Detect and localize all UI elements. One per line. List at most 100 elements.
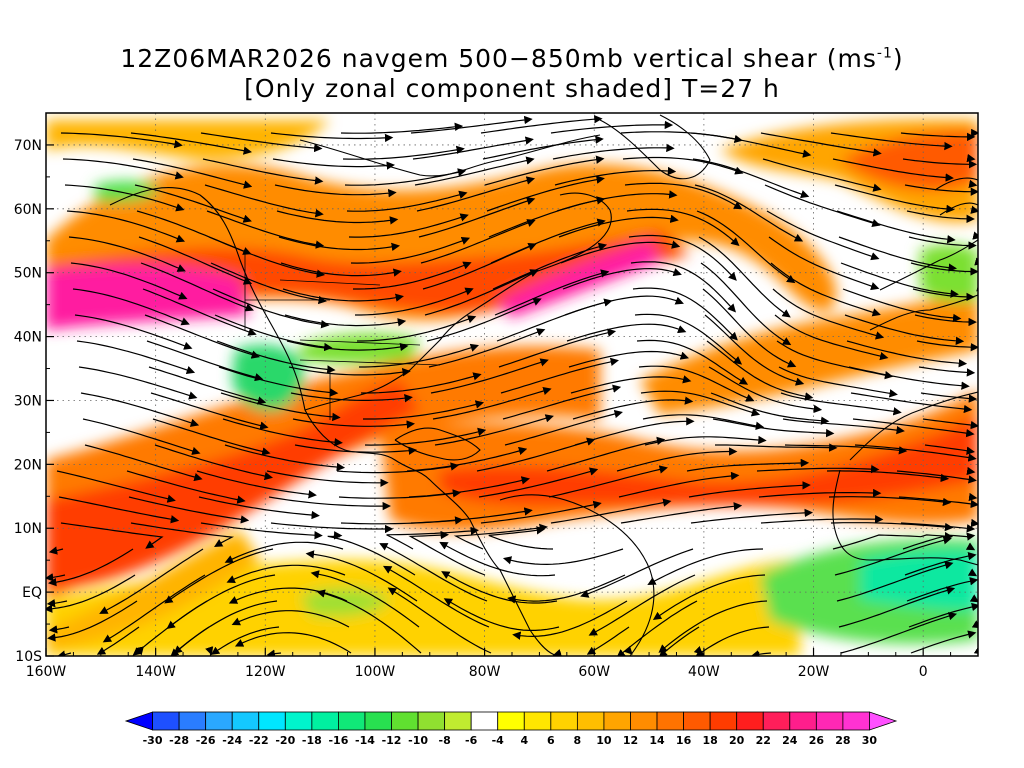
streamline [266,649,282,656]
streamline [280,262,402,277]
streamline [852,418,975,438]
streamline [616,600,698,656]
streamline [770,262,881,317]
streamline [512,600,628,640]
streamline [422,242,537,290]
colorbar-label: 10 [596,734,612,747]
streamline [910,630,977,654]
streamline [550,498,672,524]
streamline [616,447,738,472]
shear-subtropical-west [46,346,600,600]
streamline [906,577,978,602]
streamline [274,184,397,198]
streamline [768,236,880,291]
streamline [828,496,952,507]
streamline [712,418,835,438]
streamline [502,548,624,566]
streamline [212,288,330,329]
streamline [586,626,630,655]
streamline [766,210,880,261]
colorbar-label: 16 [676,734,692,747]
lat-label: 60N [14,202,42,218]
streamline [634,313,743,365]
streamline [782,418,905,435]
streamline [620,502,743,524]
streamline [920,392,978,403]
streamline [196,470,317,499]
streamline [774,314,889,361]
streamline [406,446,528,472]
streamline [132,158,253,189]
streamline [310,570,420,628]
colorbar-swatch [231,711,260,731]
streamline [626,208,740,247]
colorbar-label: -22 [249,734,269,747]
streamline [282,288,404,302]
streamline [344,168,467,186]
colorbar-swatch [603,711,631,731]
colorbar-label: -14 [355,734,375,747]
colorbar-label: 26 [809,734,825,747]
colorbar-swatch [364,711,392,731]
lat-label: 40N [14,330,42,346]
lon-label: 40W [688,664,720,680]
lat-label: 20N [14,457,42,473]
streamline [173,626,210,654]
streamline [144,314,261,359]
streamline [99,548,204,614]
colorbar-swatch [417,711,446,731]
streamline [906,210,975,224]
colorbar-swatch [576,711,605,731]
colorbar-label: 24 [782,734,798,747]
streamline [900,132,976,142]
streamline [48,625,70,634]
lat-label: 50N [14,266,42,282]
streamline [424,269,539,316]
colorbar-label: -18 [302,734,322,747]
streamline [224,541,344,563]
streamline [357,315,477,342]
streamline [652,574,766,621]
streamline [552,649,563,656]
lat-label: 70N [14,138,42,154]
streamline [208,236,326,278]
streamline [562,267,682,290]
streamline [830,522,954,532]
streamline [48,548,134,587]
streamline [546,436,666,472]
coast-africa [832,391,978,566]
colorbar-label: -26 [196,734,216,747]
latitude-axis: 70N 60N 50N 40N 30N 20N 10N EQ 10S [14,112,54,665]
streamline [658,626,700,656]
streamline [838,586,956,628]
streamline [64,184,185,212]
streamline [762,158,882,192]
streamline [924,444,975,455]
streamline [834,536,952,576]
streamline [488,526,554,550]
streamline [204,184,324,218]
streamline [292,418,416,429]
streamline [480,500,602,524]
streamline [214,314,333,352]
streamline [361,372,482,394]
streamline [572,396,694,420]
streamline [226,564,346,583]
streamline [558,214,679,238]
title-line-2: [Only zonal component shaded] T=27 h [244,74,780,103]
streamline [780,392,902,416]
shear-negative-gulf [232,344,304,411]
streamline [47,600,138,642]
streamline [363,400,485,420]
colorbar-arrow-high [869,711,898,731]
lat-label: 10N [14,521,42,537]
colorbar-swatch [258,711,286,731]
streamline [353,261,472,290]
shear-tropics-band [46,560,800,656]
streamline [498,328,617,368]
shear-tropics-pacific [46,530,260,650]
streamline [846,340,968,368]
streamline [640,390,761,417]
coast-north-america-east [304,192,612,411]
streamline [82,418,201,455]
